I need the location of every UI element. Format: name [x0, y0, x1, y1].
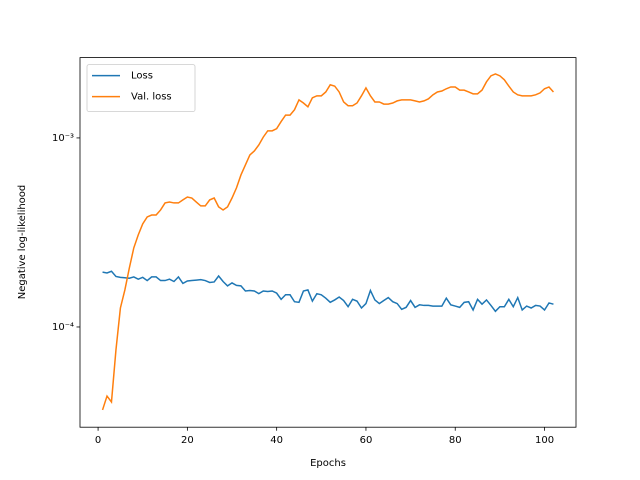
- x-tick-label: 20: [181, 435, 194, 446]
- series-line: [101, 73, 555, 411]
- y-tick-label: 10⁻⁴: [52, 322, 74, 333]
- plot-frame: [79, 57, 577, 428]
- series-line: [102, 270, 554, 313]
- x-tick-label: 0: [95, 435, 101, 446]
- y-axis-label: Negative log-likelihood: [17, 185, 28, 300]
- y-tick-label: 10⁻³: [52, 133, 74, 144]
- x-tick-label: 80: [449, 435, 462, 446]
- x-axis-label: Epochs: [310, 458, 346, 469]
- legend-label: Loss: [131, 71, 153, 82]
- legend-label: Val. loss: [131, 92, 172, 103]
- x-tick-label: 60: [360, 435, 373, 446]
- x-tick-label: 100: [535, 435, 554, 446]
- x-tick-label: 40: [270, 435, 283, 446]
